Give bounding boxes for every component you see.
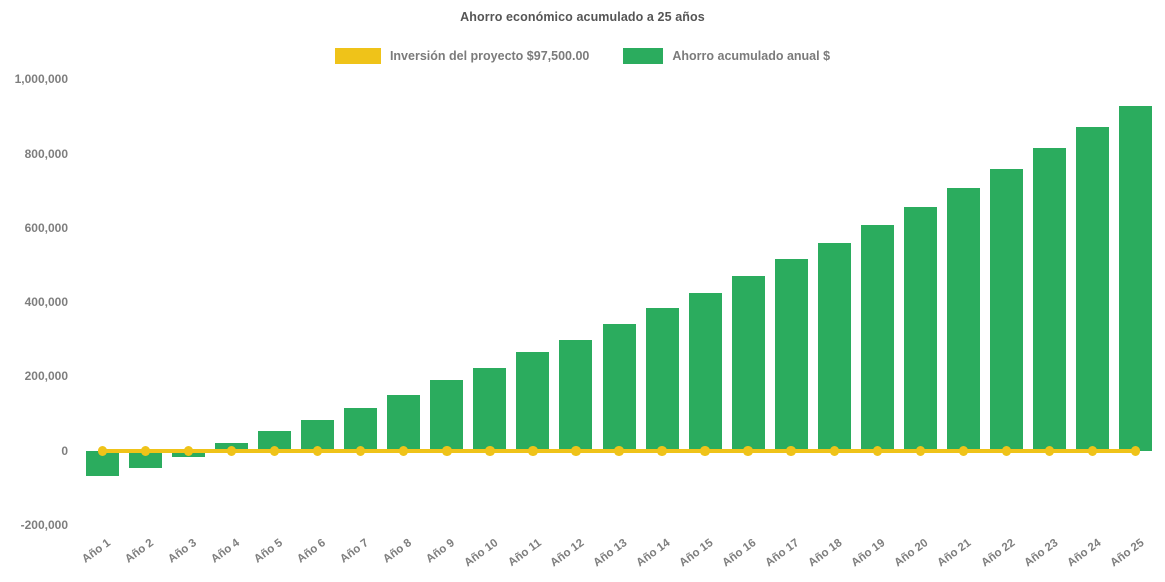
chart-legend: Inversión del proyecto $97,500.00 Ahorro… — [0, 48, 1165, 64]
investment-line-marker-icon — [743, 446, 753, 456]
savings-bar — [602, 323, 636, 451]
x-axis-tick-label: Año 14 — [634, 537, 673, 570]
x-axis-tick-label: Año 17 — [763, 537, 802, 570]
x-axis-tick-label: Año 8 — [381, 537, 415, 566]
savings-bar — [731, 276, 765, 451]
x-axis-tick-label: Año 1 — [80, 537, 114, 566]
x-axis-tick-label: Año 5 — [252, 537, 286, 566]
y-axis-tick-label: 800,000 — [24, 146, 68, 161]
investment-line-marker-icon — [829, 446, 839, 456]
x-axis-tick-label: Año 13 — [591, 537, 630, 570]
investment-line-marker-icon — [786, 446, 796, 456]
x-axis-tick-label: Año 10 — [462, 537, 501, 570]
x-axis-tick-label: Año 9 — [424, 537, 458, 566]
x-axis-tick-label: Año 12 — [548, 537, 587, 570]
investment-line-marker-icon — [571, 446, 581, 456]
x-axis-tick-label: Año 20 — [892, 537, 931, 570]
x-axis-tick-label: Año 11 — [505, 537, 544, 569]
investment-line-marker-icon — [442, 446, 452, 456]
savings-bar — [1075, 127, 1109, 451]
savings-bar — [258, 431, 292, 451]
x-axis-tick-label: Año 18 — [806, 537, 845, 570]
investment-line-marker-icon — [528, 446, 538, 456]
investment-line-marker-icon — [1087, 446, 1098, 456]
investment-line-marker-icon — [915, 446, 925, 456]
investment-line-marker-icon — [97, 446, 108, 456]
x-axis-tick-label: Año 25 — [1107, 537, 1147, 570]
investment-line-marker-icon — [140, 446, 151, 456]
investment-line-marker-icon — [269, 446, 280, 456]
investment-line-marker-icon — [313, 446, 323, 456]
investment-line-marker-icon — [183, 446, 194, 456]
investment-line-marker-icon — [1130, 446, 1141, 456]
x-axis-tick-label: Año 15 — [677, 537, 716, 570]
investment-line-marker-icon — [356, 446, 366, 456]
savings-bar — [344, 407, 378, 451]
x-axis-tick-label: Año 21 — [935, 537, 974, 570]
savings-bar — [387, 394, 421, 451]
investment-line-marker-icon — [1044, 446, 1055, 456]
y-axis-tick-label: -200,000 — [20, 517, 68, 532]
investment-line-marker-icon — [399, 446, 409, 456]
savings-bar — [688, 293, 722, 451]
savings-bar — [129, 450, 163, 469]
savings-bar — [1032, 148, 1066, 451]
savings-bar — [301, 419, 335, 451]
investment-line-marker-icon — [226, 446, 237, 456]
savings-swatch-icon — [623, 48, 664, 64]
savings-bar — [1118, 106, 1152, 451]
legend-label-savings: Ahorro acumulado anual $ — [672, 49, 831, 63]
legend-item-savings[interactable]: Ahorro acumulado anual $ — [623, 48, 830, 64]
legend-label-investment: Inversión del proyecto $97,500.00 — [389, 49, 590, 63]
investment-line-marker-icon — [485, 446, 495, 456]
investment-line-marker-icon — [872, 446, 882, 456]
investment-line-marker-icon — [614, 446, 624, 456]
x-axis-tick-label: Año 3 — [166, 537, 200, 566]
y-axis-tick-label: 0 — [61, 443, 68, 458]
investment-line-marker-icon — [657, 446, 667, 456]
investment-swatch-icon — [334, 48, 381, 64]
savings-bar — [774, 259, 808, 451]
x-axis-tick-label: Año 24 — [1064, 537, 1103, 570]
x-axis-tick-label: Año 23 — [1021, 537, 1060, 570]
savings-bar — [430, 380, 464, 451]
x-axis-tick-label: Año 7 — [338, 537, 372, 566]
y-axis-tick-label: 600,000 — [24, 220, 68, 235]
savings-bar — [860, 224, 894, 451]
investment-line-marker-icon — [700, 446, 710, 456]
savings-bar — [989, 168, 1023, 451]
savings-bar — [903, 207, 937, 451]
savings-bar — [645, 308, 679, 451]
investment-line-marker-icon — [958, 446, 968, 456]
y-axis-tick-label: 200,000 — [24, 369, 68, 384]
x-axis-tick-label: Año 22 — [978, 537, 1017, 570]
x-axis-tick-label: Año 16 — [720, 537, 759, 570]
savings-bar — [516, 352, 550, 451]
chart-title: Ahorro económico acumulado a 25 años — [460, 10, 705, 24]
x-axis-tick-label: Año 2 — [123, 537, 157, 566]
x-axis-tick-label: Año 6 — [295, 537, 329, 566]
savings-bar — [946, 188, 980, 451]
y-axis-tick-label: 1,000,000 — [14, 72, 68, 87]
legend-item-investment[interactable]: Inversión del proyecto $97,500.00 — [334, 48, 590, 64]
y-axis-tick-label: 400,000 — [24, 295, 68, 310]
x-axis-tick-label: Año 4 — [209, 537, 243, 566]
x-axis-tick-label: Año 19 — [849, 537, 888, 570]
savings-bar — [817, 242, 851, 451]
savings-bar — [473, 367, 507, 451]
savings-bar — [559, 339, 593, 451]
investment-line-marker-icon — [1001, 446, 1012, 456]
